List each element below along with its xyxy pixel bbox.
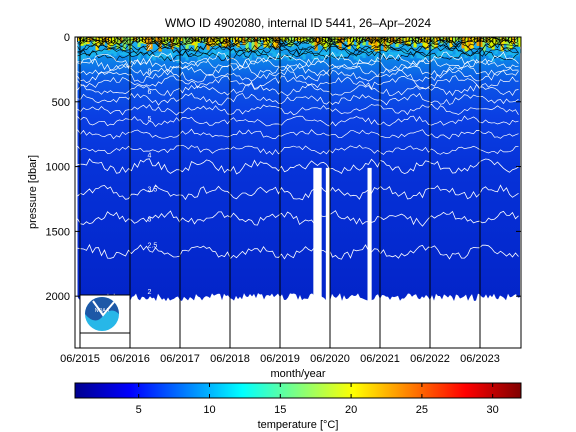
y-tick-label-1: 500 bbox=[52, 97, 70, 109]
x-tick-label-1: 06/2016 bbox=[110, 353, 150, 365]
x-tick-label-2: 06/2017 bbox=[160, 353, 200, 365]
contour-black-8 bbox=[77, 48, 519, 62]
chart-title: WMO ID 4902080, internal ID 5441, 26–Apr… bbox=[165, 16, 431, 30]
x-tick-label-3: 06/2018 bbox=[210, 353, 250, 365]
x-tick-label-0: 06/2015 bbox=[60, 353, 100, 365]
colorbar-tick-label-1: 10 bbox=[203, 404, 215, 416]
colorbar-ticks: 5 10 15 20 25 30 bbox=[136, 383, 499, 416]
isotherm-label-3: 5 bbox=[148, 116, 152, 123]
x-tick-label-5: 06/2020 bbox=[310, 353, 350, 365]
contour-white-0 bbox=[77, 51, 519, 68]
contour-white-3 bbox=[77, 68, 519, 84]
plot-frame bbox=[74, 36, 522, 349]
isotherm-label-1: 8 bbox=[148, 69, 152, 76]
contour-white-10 bbox=[77, 144, 519, 156]
contour-black-4 bbox=[77, 37, 519, 50]
x-tick-label-4: 06/2019 bbox=[260, 353, 300, 365]
gap-1 bbox=[325, 167, 330, 303]
isotherm-labels: 2 8 6 5 4 3.5 3 2.5 2 bbox=[148, 45, 158, 296]
colorbar-tick-label-2: 15 bbox=[274, 404, 286, 416]
plot-area: 2 8 6 5 4 3.5 3 2.5 2 bbox=[75, 37, 521, 348]
y-tick-label-3: 1500 bbox=[46, 226, 70, 238]
isotherm-label-5: 3.5 bbox=[148, 187, 158, 194]
gap-2 bbox=[367, 167, 372, 303]
contour-black-3 bbox=[77, 37, 519, 48]
colorbar-gradient bbox=[74, 382, 522, 399]
colorbar-tick-label-0: 5 bbox=[136, 404, 142, 416]
y-tick-label-2: 1000 bbox=[46, 162, 70, 174]
profile-ticks bbox=[77, 37, 519, 42]
x-axis: 06/2015 06/2016 06/2017 06/2018 06/2019 06/20… bbox=[60, 353, 500, 365]
contour-black-6 bbox=[77, 42, 519, 55]
isotherm-label-6: 3 bbox=[148, 216, 152, 223]
contour-white-4 bbox=[77, 75, 519, 90]
colorbar: 5 10 15 20 25 30 temperature [°C] bbox=[74, 382, 522, 431]
contour-deep-3 bbox=[77, 243, 519, 260]
gap-0 bbox=[313, 167, 322, 303]
contour-white-5 bbox=[77, 83, 519, 97]
contour-white-2 bbox=[77, 63, 519, 77]
contour-white-9 bbox=[77, 128, 519, 140]
temperature-field bbox=[77, 37, 520, 302]
contour-deep-2 bbox=[77, 210, 519, 227]
contour-white-7 bbox=[77, 103, 519, 116]
x-tick-label-6: 06/2021 bbox=[360, 353, 400, 365]
isotherm-label-8: 2 bbox=[148, 289, 152, 296]
contour-white-6 bbox=[77, 92, 519, 106]
colorbar-tick-label-3: 20 bbox=[345, 404, 357, 416]
y-tick-label-0: 0 bbox=[64, 32, 70, 44]
contour-white-1 bbox=[77, 57, 519, 73]
contour-deep-0 bbox=[77, 158, 519, 175]
colorbar-tick-label-5: 30 bbox=[487, 404, 499, 416]
isotherm-label-2: 6 bbox=[148, 89, 152, 96]
colorbar-label: temperature [°C] bbox=[258, 419, 339, 431]
y-tick-label-4: 2000 bbox=[46, 291, 70, 303]
noaa-logo: NOAA bbox=[79, 294, 131, 334]
y-axis-label: pressure [dbar] bbox=[27, 155, 39, 229]
y-axis: 0 500 1000 1500 2000 bbox=[46, 32, 521, 303]
data-gaps bbox=[313, 167, 372, 303]
x-axis-label: month/year bbox=[270, 368, 325, 380]
logo-text: NOAA bbox=[95, 308, 110, 314]
contour-deep-1 bbox=[77, 184, 519, 201]
contour-black-7 bbox=[77, 45, 519, 58]
isotherm-label-7: 2.5 bbox=[148, 242, 158, 249]
isotherm-label-4: 4 bbox=[148, 152, 152, 159]
colorbar-tick-label-4: 25 bbox=[416, 404, 428, 416]
x-tick-label-8: 06/2023 bbox=[460, 353, 500, 365]
x-tick-label-7: 06/2022 bbox=[410, 353, 450, 365]
contour-white-8 bbox=[77, 115, 519, 128]
isotherm-label-0: 2 bbox=[148, 45, 152, 52]
